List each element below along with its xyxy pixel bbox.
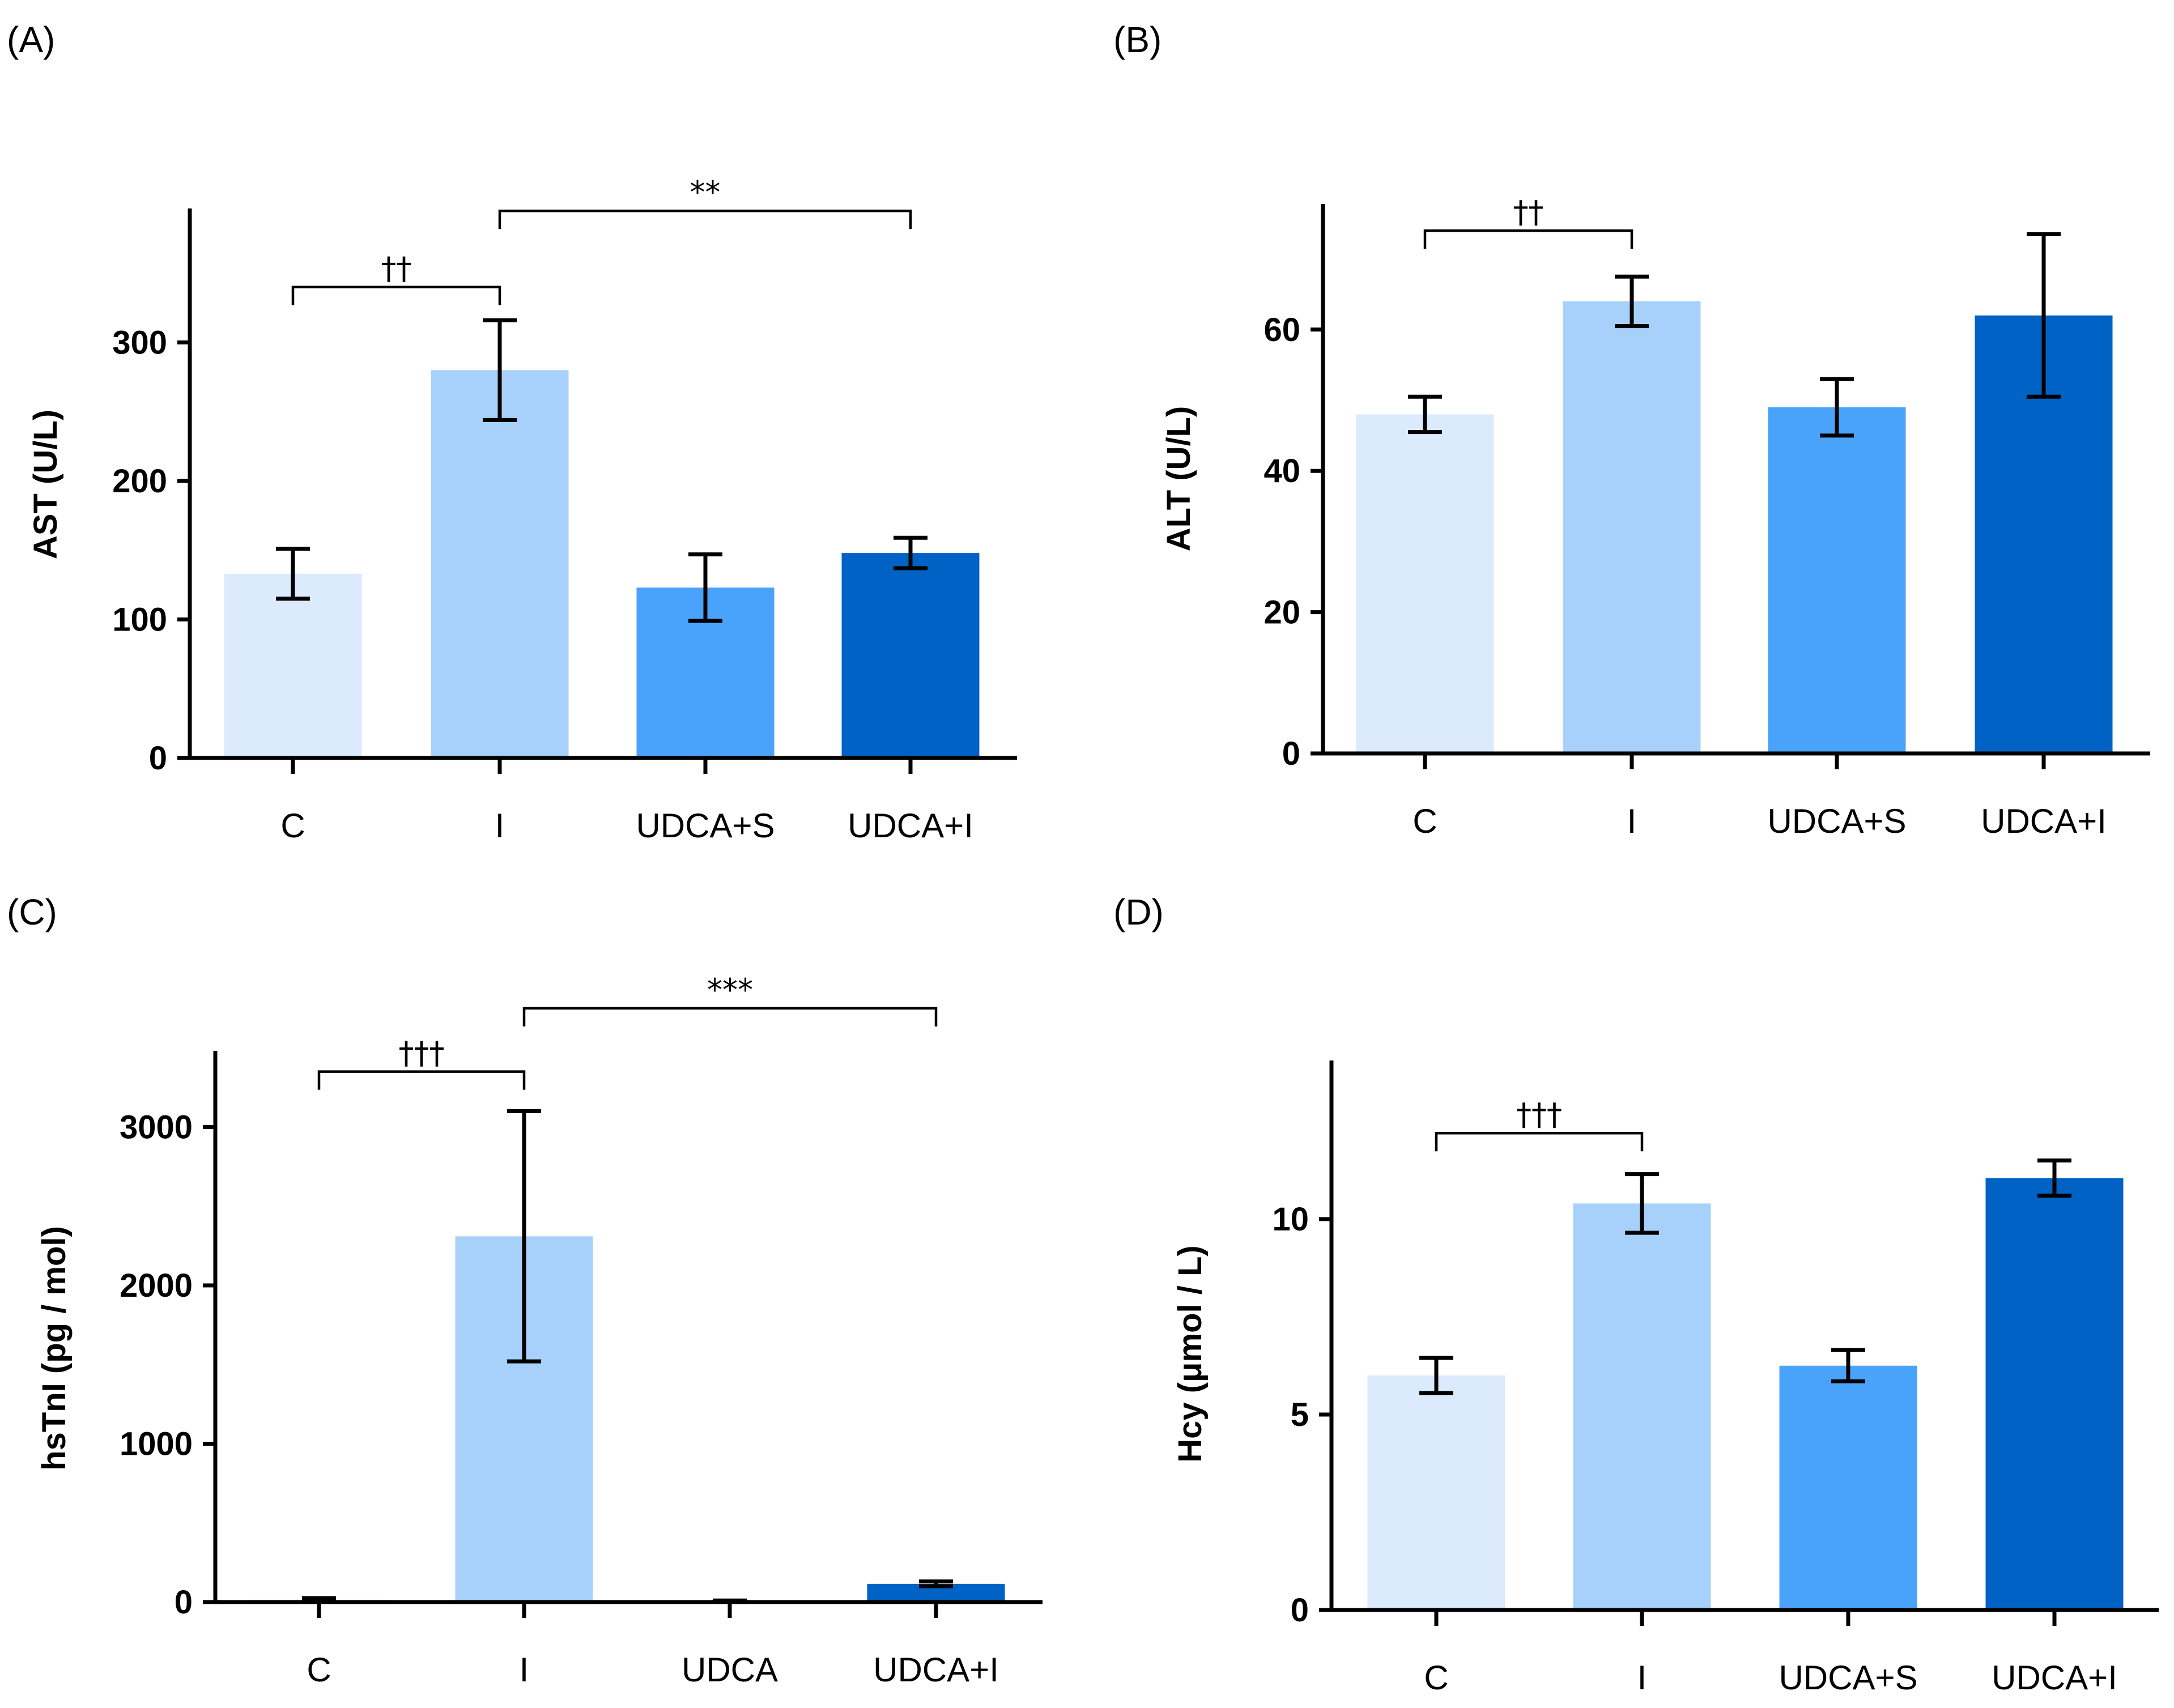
y-tick-label: 0 bbox=[1282, 735, 1300, 772]
x-category-label: C bbox=[1424, 1659, 1448, 1697]
error-bar bbox=[1408, 394, 1442, 435]
significance-bracket bbox=[1423, 229, 1633, 249]
error-bar bbox=[1625, 1172, 1659, 1235]
x-category-label: UDCA+S bbox=[1767, 802, 1906, 840]
bar bbox=[1573, 1203, 1711, 1610]
y-tick-label: 2000 bbox=[120, 1267, 193, 1304]
panel-label: (B) bbox=[1113, 19, 1162, 60]
x-category-label: C bbox=[280, 807, 305, 845]
panel-label: (D) bbox=[1113, 892, 1164, 932]
x-category-label: I bbox=[520, 1651, 529, 1689]
x-category-label: UDCA+I bbox=[1992, 1659, 2117, 1697]
significance-label: †† bbox=[1513, 194, 1544, 230]
x-category-label: UDCA+S bbox=[1779, 1659, 1917, 1697]
error-bar bbox=[919, 1579, 953, 1588]
bar bbox=[1768, 407, 1906, 753]
significance-label: †† bbox=[381, 251, 412, 287]
x-category-label: I bbox=[1627, 802, 1637, 840]
y-tick-label: 0 bbox=[1291, 1592, 1309, 1629]
y-tick-label: 0 bbox=[149, 740, 167, 777]
x-category-label: I bbox=[495, 807, 505, 845]
y-tick-label: 200 bbox=[112, 463, 167, 500]
significance-label: ††† bbox=[1516, 1097, 1562, 1132]
y-tick-label: 10 bbox=[1272, 1201, 1309, 1238]
y-axis-title: AST (U/L) bbox=[27, 410, 64, 559]
x-category-label: C bbox=[1413, 802, 1437, 840]
x-category-label: UDCA+I bbox=[873, 1651, 999, 1689]
error-bar bbox=[483, 318, 517, 422]
chart-panel-c: (C) 0 1000 2000 3000 C I UDCA UDCA+I hsTnI (pg / … bbox=[7, 892, 1043, 1689]
bar bbox=[1563, 301, 1701, 753]
error-bar bbox=[1831, 1348, 1865, 1383]
y-axis-title: ALT (U/L) bbox=[1160, 406, 1197, 552]
significance-label: ††† bbox=[399, 1036, 445, 1071]
y-tick-label: 60 bbox=[1263, 312, 1300, 348]
error-bar bbox=[688, 552, 722, 623]
error-bar bbox=[507, 1109, 541, 1364]
bar bbox=[841, 553, 980, 758]
x-category-label: UDCA bbox=[682, 1651, 778, 1689]
panel-label: (C) bbox=[7, 892, 57, 932]
chart-panel-a: (A) 0 100 200 300 C I UDCA+S UDCA+I AST (U/L) †† ** bbox=[7, 19, 1017, 845]
y-tick-label: 40 bbox=[1263, 453, 1300, 489]
bar bbox=[1779, 1365, 1917, 1610]
y-tick-label: 20 bbox=[1263, 594, 1300, 631]
error-bar bbox=[276, 547, 310, 601]
significance-label: ** bbox=[690, 174, 721, 210]
error-bar bbox=[2027, 232, 2061, 399]
error-bar bbox=[2037, 1158, 2071, 1198]
y-tick-label: 5 bbox=[1291, 1396, 1309, 1433]
y-axis-title: Hcy (μmol / L) bbox=[1172, 1245, 1209, 1463]
chart-panel-b: (B) 0 20 40 60 C I UDCA+S UDCA+I ALT (U/L) †† bbox=[1113, 19, 2150, 840]
panel-label: (A) bbox=[7, 19, 55, 60]
y-tick-label: 300 bbox=[112, 325, 167, 361]
bar bbox=[224, 573, 362, 758]
y-tick-label: 3000 bbox=[120, 1109, 193, 1146]
significance-bracket bbox=[498, 209, 912, 229]
y-tick-label: 100 bbox=[112, 602, 167, 638]
x-category-label: I bbox=[1637, 1659, 1647, 1697]
error-bar bbox=[1820, 377, 1854, 438]
bar bbox=[1367, 1375, 1505, 1610]
y-tick-label: 0 bbox=[175, 1584, 193, 1621]
bar bbox=[1985, 1178, 2124, 1610]
significance-bracket bbox=[522, 1007, 938, 1026]
chart-panel-d: (D) 0 5 10 C I UDCA+S UDCA+I Hcy (μmol / L) ††† bbox=[1113, 892, 2159, 1697]
x-category-label: UDCA+I bbox=[848, 807, 973, 845]
error-bar bbox=[1419, 1356, 1453, 1395]
y-axis-title: hsTnI (pg / mol) bbox=[36, 1226, 73, 1471]
error-bar bbox=[1615, 274, 1649, 329]
significance-label: *** bbox=[707, 972, 753, 1008]
y-tick-label: 1000 bbox=[120, 1426, 193, 1463]
error-bar bbox=[894, 535, 928, 570]
bar bbox=[1356, 414, 1494, 753]
significance-bracket bbox=[317, 1070, 526, 1090]
significance-bracket bbox=[291, 286, 501, 305]
bar bbox=[431, 370, 569, 758]
significance-bracket bbox=[1435, 1131, 1644, 1152]
x-category-label: C bbox=[307, 1651, 331, 1689]
x-category-label: UDCA+I bbox=[1981, 802, 2107, 840]
x-category-label: UDCA+S bbox=[636, 807, 775, 845]
